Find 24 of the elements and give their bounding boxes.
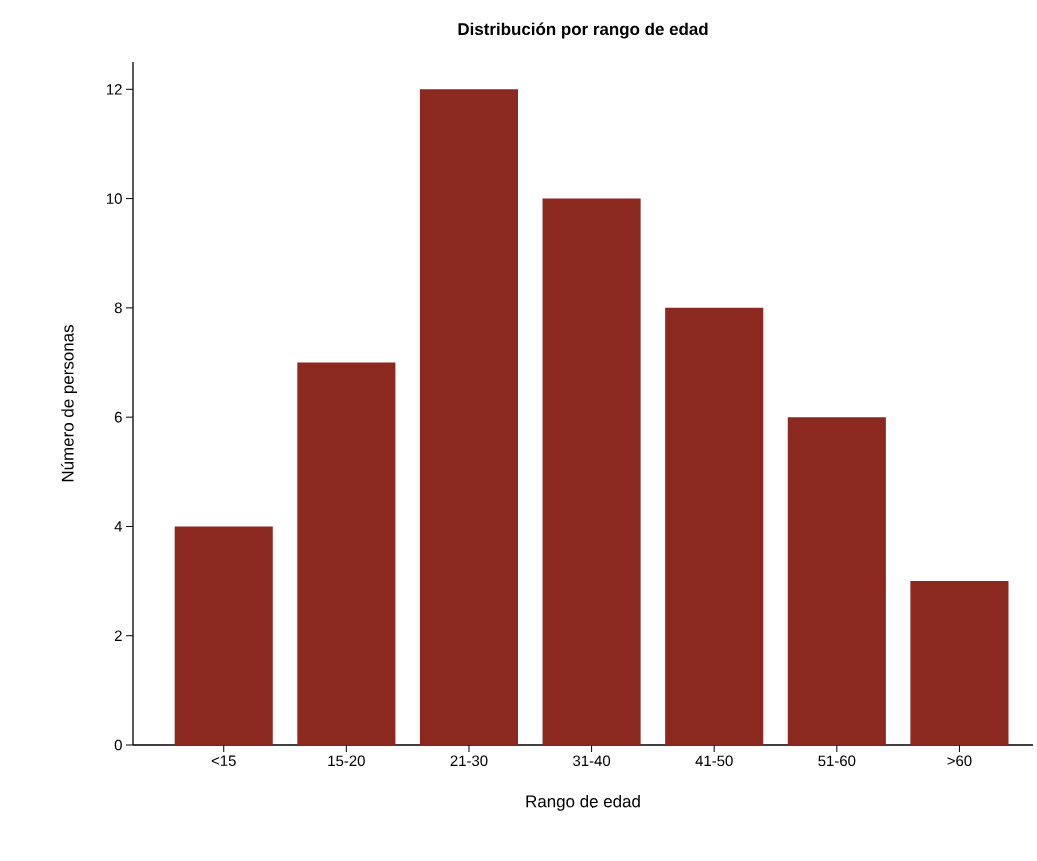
x-tick-label: 21-30	[450, 755, 488, 767]
x-tick-label: >60	[947, 755, 972, 767]
x-tick-label: 15-20	[328, 755, 365, 767]
y-tick-label: 8	[114, 302, 122, 314]
bar	[787, 417, 886, 745]
y-tick-label: 4	[114, 521, 123, 532]
y-tick-label: 12	[107, 84, 122, 95]
y-axis-title: Número de personas	[61, 325, 78, 482]
bar	[910, 581, 1009, 745]
y-tick-label: 10	[107, 193, 122, 204]
y-tick-label: 0	[114, 739, 122, 751]
y-tick-label: 2	[114, 630, 122, 641]
bar	[419, 89, 519, 745]
bar	[542, 198, 641, 745]
x-tick-label: 51-60	[818, 755, 856, 767]
x-tick-label: 31-40	[573, 755, 611, 767]
x-tick-label: <15	[211, 755, 236, 766]
chart-title: Distribución por rango de edad	[458, 22, 708, 39]
x-axis-title: Rango de edad	[526, 794, 640, 811]
y-tick-label: 6	[114, 411, 122, 423]
bar	[174, 526, 273, 745]
x-tick-label: 41-50	[695, 755, 733, 767]
bar	[297, 362, 396, 745]
bar	[665, 307, 764, 745]
